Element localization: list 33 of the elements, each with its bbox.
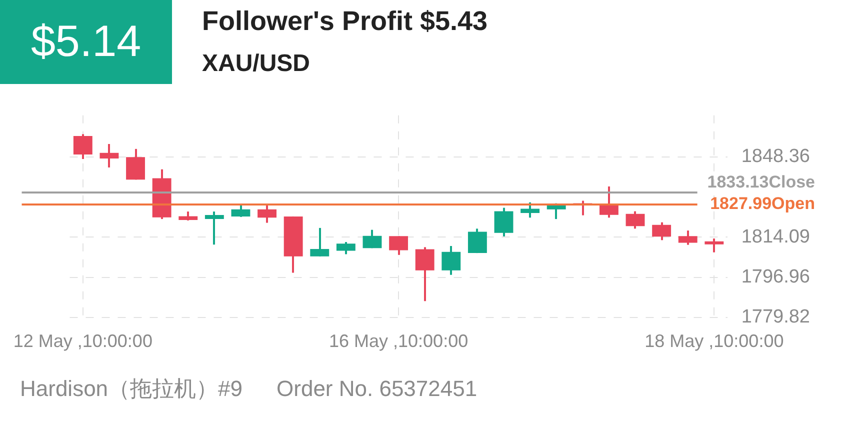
- y-tick-label: 1848.36: [741, 146, 810, 167]
- candlestick: [389, 235, 408, 256]
- candlestick: [100, 143, 119, 168]
- x-tick-label: 18 May ,10:00:00: [644, 331, 784, 352]
- candlestick: [415, 246, 434, 302]
- candlestick: [231, 204, 250, 218]
- candlestick: [468, 228, 487, 254]
- candlestick: [310, 226, 330, 258]
- y-tick-label: 1779.82: [741, 306, 810, 328]
- chart-title: Follower's Profit $5.43: [202, 6, 488, 37]
- candlestick: [678, 230, 698, 246]
- candlestick: [126, 148, 145, 181]
- x-tick-label: 12 May ,10:00:00: [13, 331, 152, 352]
- candlestick: [204, 210, 224, 246]
- candlestick: [704, 238, 724, 254]
- candlestick: [494, 206, 514, 238]
- text: Hardison（拖拉机）#9: [20, 376, 243, 401]
- candlestick: [336, 241, 356, 256]
- x-tick-label: 16 May ,10:00:00: [328, 331, 468, 352]
- candlestick: [362, 228, 382, 250]
- text: $5.14: [0, 0, 172, 84]
- chart-subtitle: XAU/USD: [202, 50, 310, 78]
- candlestick: [626, 210, 645, 230]
- ref-line-label: 1833.13Close: [707, 172, 815, 192]
- candlestick: [652, 221, 672, 242]
- candlestick: [73, 133, 92, 160]
- candlestick: [442, 245, 461, 276]
- text: Order No. 65372451: [276, 376, 478, 401]
- candlestick: [520, 201, 540, 219]
- y-tick-label: 1814.09: [741, 226, 810, 248]
- y-tick-label: 1796.96: [741, 266, 810, 288]
- candlestick: [258, 202, 276, 224]
- ref-line-label: 1827.99Open: [710, 194, 815, 214]
